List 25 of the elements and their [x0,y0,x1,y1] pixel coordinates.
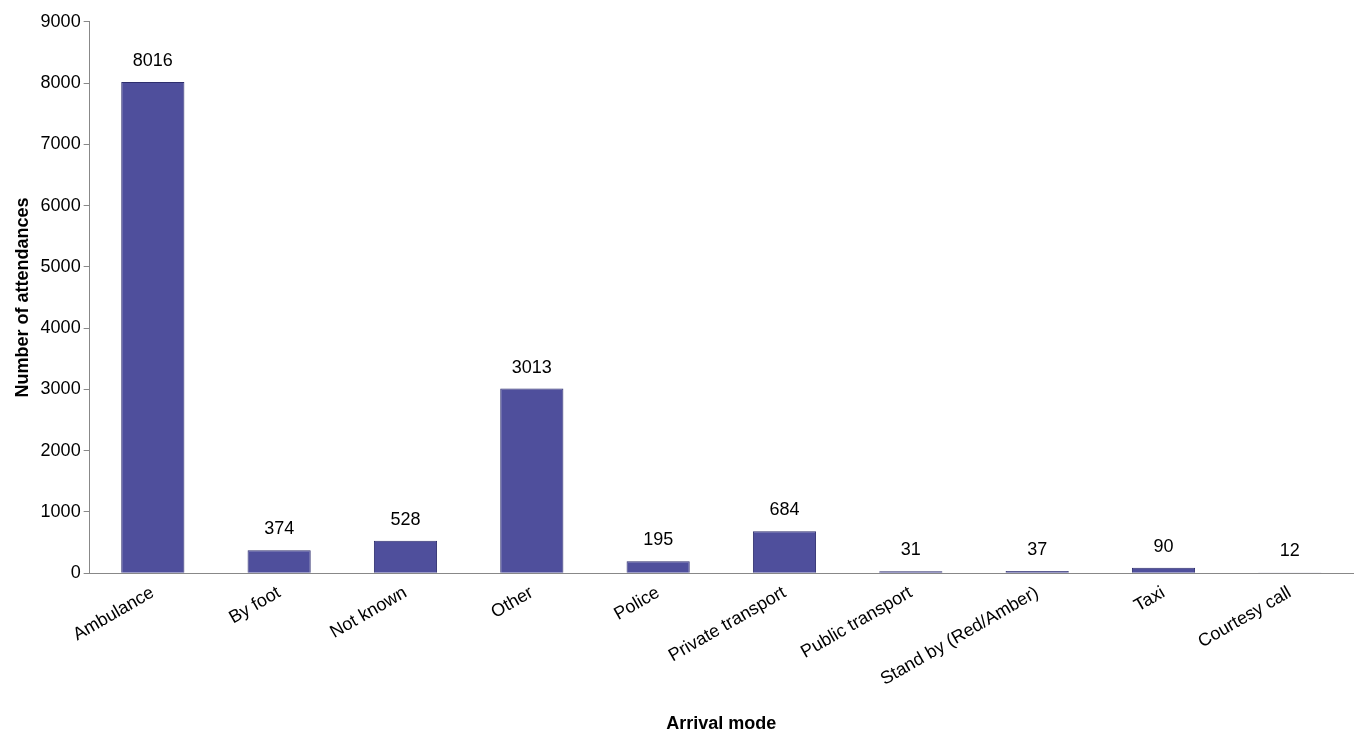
data-label: 12 [1279,540,1300,561]
y-tick-label: 7000 [40,133,81,154]
y-tick-label: 9000 [40,10,81,31]
y-tick-label: 3000 [40,378,81,399]
y-tick-label: 1000 [40,500,81,521]
y-tick-label: 0 [70,562,81,583]
data-label: 3013 [511,356,552,377]
data-label: 8016 [132,50,173,71]
y-tick-label: 5000 [40,255,81,276]
data-label: 90 [1153,535,1174,556]
y-axis-title: Number of attendances [11,197,32,398]
data-label: 31 [900,539,921,560]
data-label: 37 [1027,538,1048,559]
data-label: 684 [769,499,800,520]
data-label: 374 [264,518,295,539]
y-tick-label: 2000 [40,439,81,460]
y-tick-label: 8000 [40,72,81,93]
data-label: 528 [390,508,421,529]
y-tick-label: 4000 [40,317,81,338]
x-axis-title: Arrival mode [666,713,777,734]
x-tick-label: Other [487,581,537,622]
x-tick-label: Taxi [1130,581,1168,616]
data-label: 195 [643,529,674,550]
y-tick-label: 6000 [40,194,81,215]
x-tick-label: By foot [225,581,284,628]
